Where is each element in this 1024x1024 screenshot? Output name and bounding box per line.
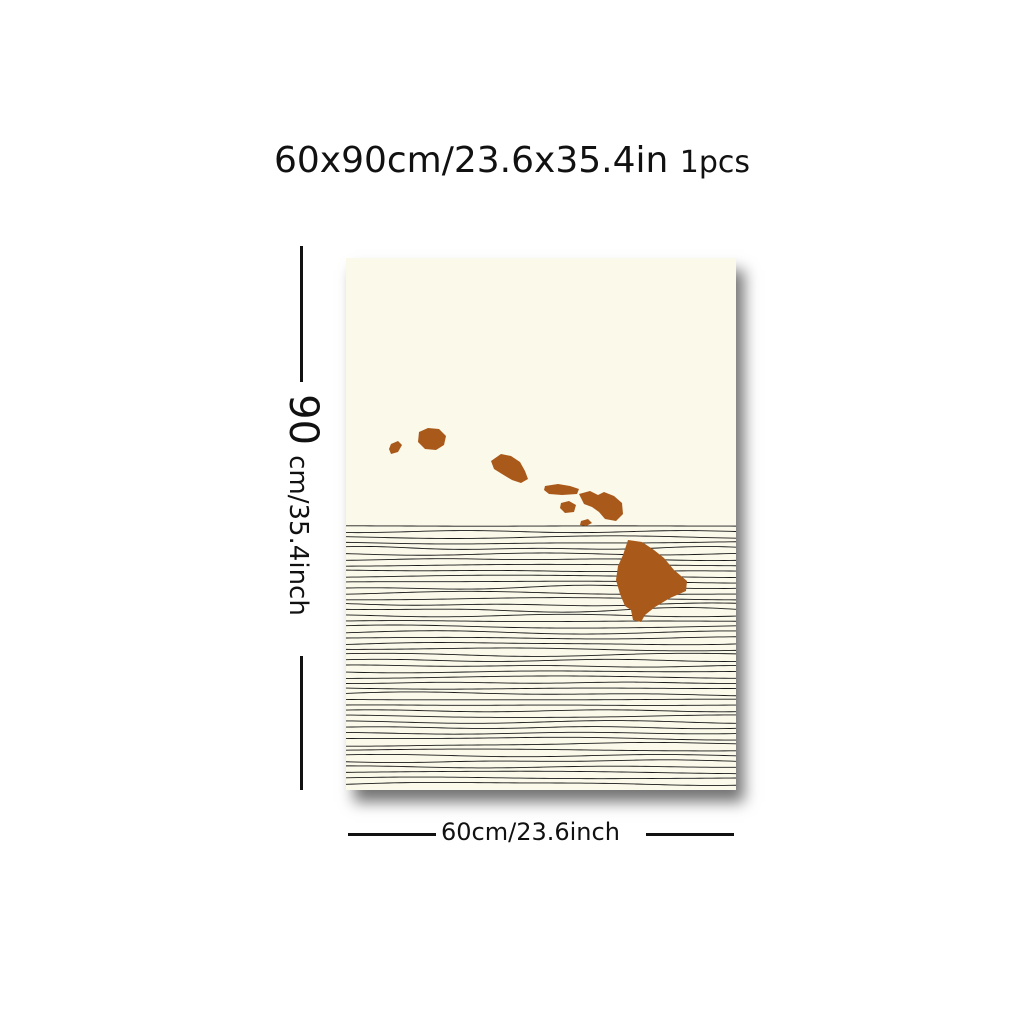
height-dimension-line-bottom <box>300 656 303 790</box>
island-oahu <box>491 454 528 483</box>
ocean-line <box>346 741 736 747</box>
ocean-line <box>346 776 736 780</box>
ocean-line <box>346 552 736 556</box>
width-dimension-line-left <box>348 833 436 836</box>
poster-canvas <box>346 258 736 790</box>
ocean-line <box>346 642 736 646</box>
ocean-line <box>346 597 736 601</box>
ocean-line <box>346 636 736 640</box>
ocean-line <box>346 714 736 718</box>
ocean-line <box>346 731 736 735</box>
ocean-line <box>346 563 736 567</box>
ocean-line <box>346 664 736 668</box>
ocean-line <box>346 720 736 724</box>
ocean-line <box>346 535 736 539</box>
ocean-line <box>346 765 736 769</box>
ocean-line <box>346 647 736 652</box>
ocean-line <box>346 681 736 684</box>
island-hawaii <box>616 540 687 622</box>
ocean-line <box>346 613 736 618</box>
height-value: 90 <box>280 394 326 446</box>
ocean-line <box>346 753 736 758</box>
hawaiian-islands <box>389 428 687 622</box>
quantity-text: 1pcs <box>679 145 751 180</box>
ocean-line <box>346 709 736 713</box>
height-dimension-label: 90 cm/35.4inch <box>280 394 326 616</box>
ocean-line <box>346 658 736 662</box>
ocean-line <box>346 759 736 764</box>
ocean-line <box>346 541 736 545</box>
island-niihau <box>389 441 402 454</box>
ocean-line <box>346 607 736 613</box>
height-dimension-line-top <box>300 246 303 382</box>
ocean-line <box>346 748 736 752</box>
ocean-line <box>346 691 736 697</box>
poster-artwork <box>346 258 736 790</box>
width-dimension-label: 60cm/23.6inch <box>441 818 620 846</box>
ocean-line <box>346 652 736 657</box>
island-kauai <box>418 428 446 450</box>
island-molokai <box>544 484 579 495</box>
ocean-line <box>346 630 736 635</box>
height-unit: cm/35.4inch <box>283 455 313 616</box>
ocean-line <box>346 704 736 706</box>
ocean-line <box>346 770 736 775</box>
poster-background <box>346 258 736 790</box>
ocean-line <box>346 558 736 562</box>
ocean-line <box>346 687 736 690</box>
ocean-line <box>346 698 736 701</box>
width-dimension-line-right <box>646 833 734 836</box>
product-size-title: 60x90cm/23.6x35.4in 1pcs <box>0 140 1024 181</box>
island-lanai <box>560 501 576 513</box>
ocean-line <box>346 670 736 674</box>
ocean-line <box>346 675 736 679</box>
ocean-line <box>346 602 736 607</box>
ocean-line <box>346 530 736 534</box>
ocean-line <box>346 726 736 730</box>
ocean-line <box>346 624 736 629</box>
ocean-line <box>346 620 736 623</box>
ocean-line <box>346 781 736 786</box>
size-text: 60x90cm/23.6x35.4in <box>273 140 669 181</box>
island-kahoolawe <box>580 519 592 526</box>
island-maui <box>579 491 623 521</box>
ocean-line <box>346 545 736 550</box>
ocean-line <box>346 736 736 741</box>
